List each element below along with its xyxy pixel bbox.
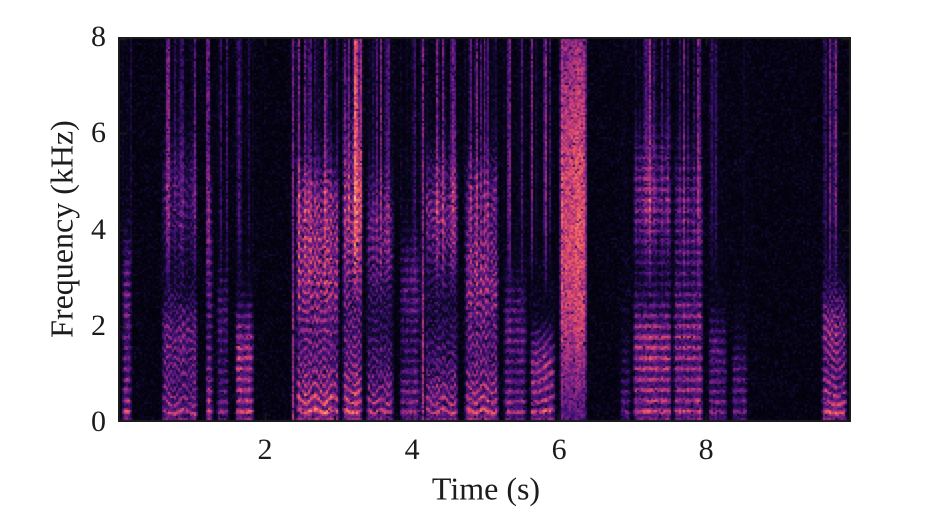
x-tick-label: 6: [551, 433, 567, 466]
y-tick-label: 4: [91, 212, 106, 246]
y-tick-label: 6: [91, 116, 106, 150]
y-tick-label: 8: [91, 20, 106, 53]
y-tick-label: 2: [91, 308, 106, 342]
spectrogram-canvas: [118, 37, 851, 422]
x-tick-label: 8: [698, 433, 714, 466]
y-tick-label: 0: [91, 405, 106, 438]
x-axis-label: Time (s): [431, 470, 541, 507]
x-tick-label: 4: [404, 433, 420, 466]
x-tick-label: 2: [257, 433, 273, 466]
